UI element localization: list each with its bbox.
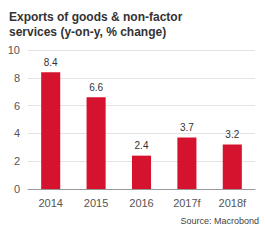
svg-text:3.7: 3.7 xyxy=(180,122,194,133)
svg-text:2015: 2015 xyxy=(84,197,108,209)
svg-text:2014: 2014 xyxy=(38,197,62,209)
svg-text:8: 8 xyxy=(14,72,20,84)
svg-text:services (y-on-y, % change): services (y-on-y, % change) xyxy=(9,25,166,39)
svg-text:Exports of goods & non-factor: Exports of goods & non-factor xyxy=(9,10,183,24)
svg-text:8.4: 8.4 xyxy=(44,57,58,68)
svg-text:2: 2 xyxy=(14,155,20,167)
svg-text:3.2: 3.2 xyxy=(225,129,239,140)
svg-text:6: 6 xyxy=(14,100,20,112)
svg-text:6.6: 6.6 xyxy=(89,82,103,93)
svg-text:0: 0 xyxy=(14,183,20,195)
svg-text:Source: Macrobond: Source: Macrobond xyxy=(180,216,259,226)
svg-text:2018f: 2018f xyxy=(219,197,247,209)
svg-text:2.4: 2.4 xyxy=(135,140,149,151)
svg-text:2017f: 2017f xyxy=(173,197,201,209)
svg-text:10: 10 xyxy=(8,44,20,56)
svg-text:4: 4 xyxy=(14,127,20,139)
svg-text:2016: 2016 xyxy=(129,197,153,209)
